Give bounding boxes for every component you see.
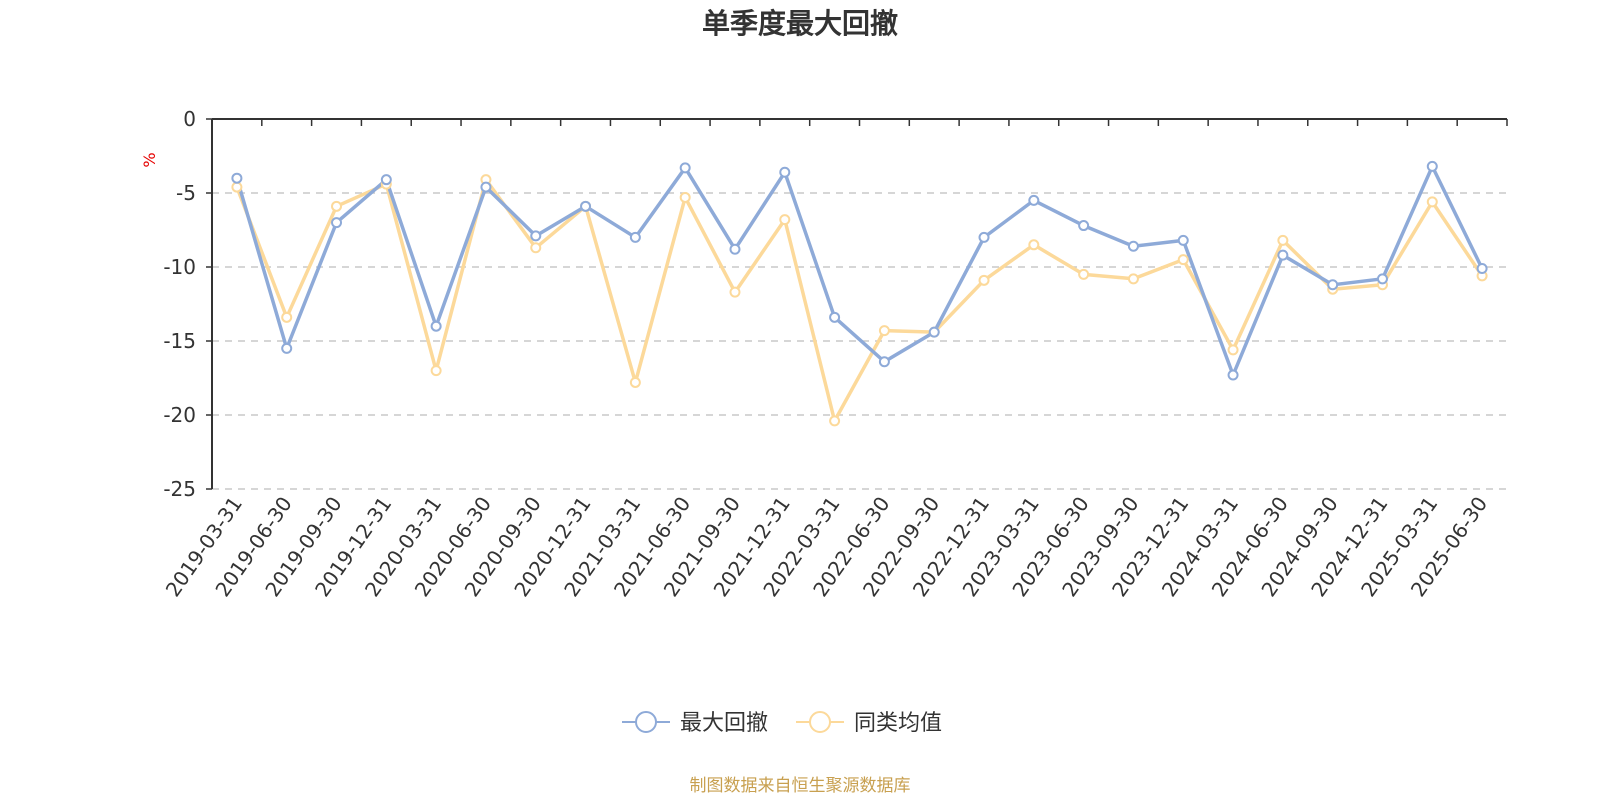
data-point-series-2[interactable]: [1426, 196, 1438, 208]
data-point-series-1[interactable]: [281, 342, 293, 354]
data-point-series-2[interactable]: [231, 181, 243, 193]
data-point-series-1[interactable]: [1476, 262, 1488, 274]
data-point-series-1[interactable]: [1227, 369, 1239, 381]
series-line-2: [235, 177, 1484, 423]
data-point-series-1[interactable]: [480, 181, 492, 193]
y-tick-label: -5: [176, 181, 196, 205]
data-point-series-1[interactable]: [1177, 234, 1189, 246]
data-point-series-1[interactable]: [679, 162, 691, 174]
data-point-series-1[interactable]: [878, 356, 890, 368]
data-point-series-1[interactable]: [1376, 273, 1388, 285]
data-point-series-2[interactable]: [679, 191, 691, 203]
axes: [206, 118, 1508, 490]
chart-title: 单季度最大回撤: [702, 7, 898, 40]
legend-item-2[interactable]: 同类均值: [796, 711, 942, 736]
data-point-series-1[interactable]: [580, 200, 592, 212]
legend-item-1[interactable]: 最大回撤: [622, 711, 768, 736]
series-line-1: [235, 164, 1484, 377]
data-point-series-1[interactable]: [729, 243, 741, 255]
data-point-series-2[interactable]: [1227, 344, 1239, 356]
data-point-series-2[interactable]: [1277, 234, 1289, 246]
y-axis-unit: %: [140, 152, 159, 167]
data-point-series-2[interactable]: [1127, 273, 1139, 285]
data-point-series-1[interactable]: [928, 326, 940, 338]
data-point-series-1[interactable]: [1277, 249, 1289, 261]
data-point-series-1[interactable]: [430, 320, 442, 332]
y-tick-labels: 0 -5 -10 -15 -20 -25: [163, 107, 196, 501]
legend-label: 最大回撤: [680, 711, 768, 736]
legend-marker: [635, 711, 657, 733]
data-point-series-1[interactable]: [530, 230, 542, 242]
data-point-series-2[interactable]: [779, 214, 791, 226]
data-point-series-1[interactable]: [978, 231, 990, 243]
data-point-series-2[interactable]: [1028, 239, 1040, 251]
data-point-series-1[interactable]: [779, 166, 791, 178]
data-point-series-2[interactable]: [281, 311, 293, 323]
legend[interactable]: 最大回撤 同类均值: [622, 711, 942, 736]
data-point-series-2[interactable]: [1078, 268, 1090, 280]
data-point-series-2[interactable]: [829, 415, 841, 427]
data-point-series-2[interactable]: [530, 242, 542, 254]
data-point-series-1[interactable]: [1078, 220, 1090, 232]
y-tick-label: -25: [163, 477, 196, 501]
series-lines: [231, 160, 1488, 427]
y-tick-label: -20: [163, 403, 196, 427]
data-point-series-1[interactable]: [629, 231, 641, 243]
x-tick-labels: 2019-03-312019-06-302019-09-302019-12-31…: [161, 492, 1493, 601]
legend-label: 同类均值: [854, 711, 942, 736]
data-point-series-1[interactable]: [331, 217, 343, 229]
data-point-series-2[interactable]: [430, 365, 442, 377]
y-tick-label: -10: [163, 255, 196, 279]
data-point-series-1[interactable]: [1327, 279, 1339, 291]
legend-marker: [809, 711, 831, 733]
data-point-series-2[interactable]: [878, 325, 890, 337]
data-point-series-2[interactable]: [978, 274, 990, 286]
data-point-series-2[interactable]: [629, 376, 641, 388]
data-point-series-2[interactable]: [331, 200, 343, 212]
data-point-series-1[interactable]: [1426, 160, 1438, 172]
data-point-series-1[interactable]: [829, 311, 841, 323]
source-note: 制图数据来自恒生聚源数据库: [690, 776, 911, 796]
data-point-series-2[interactable]: [729, 286, 741, 298]
data-point-series-1[interactable]: [231, 172, 243, 184]
y-tick-label: -15: [163, 329, 196, 353]
data-point-series-1[interactable]: [380, 174, 392, 186]
data-point-series-2[interactable]: [1177, 254, 1189, 266]
grid-lines: [212, 192, 1507, 490]
y-tick-label: 0: [183, 107, 196, 131]
data-point-series-1[interactable]: [1127, 240, 1139, 252]
data-point-series-1[interactable]: [1028, 194, 1040, 206]
